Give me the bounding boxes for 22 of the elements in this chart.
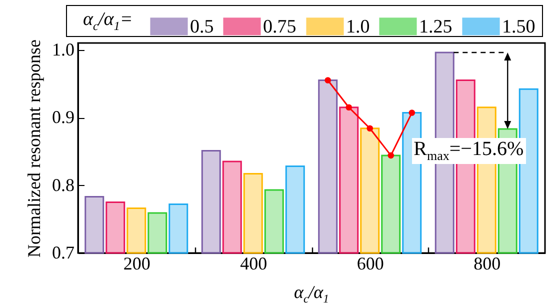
y-axis-title: Normalized resonant response — [24, 40, 44, 258]
legend-label: 1.50 — [502, 16, 536, 38]
y-tick-label: 0.8 — [52, 174, 74, 195]
y-tick-label: 0.9 — [52, 107, 74, 128]
annotation: R$_{max}$=−15.6% — [412, 138, 526, 164]
point — [408, 110, 416, 116]
legend-label: 0.75 — [263, 16, 296, 38]
x-tick-label: 400 — [240, 254, 268, 274]
point — [388, 152, 394, 159]
legend-label: 0.5 — [190, 16, 214, 38]
y-tick-label: 1.0 — [52, 39, 74, 60]
point — [324, 77, 332, 84]
point — [366, 125, 374, 132]
x-tick-label: 800 — [474, 254, 501, 274]
legend-title: α$_{c}$/α$_{1}$= — [83, 9, 133, 34]
legend-label: 1.0 — [346, 16, 370, 38]
x-tick-label: 600 — [356, 254, 384, 274]
y-tick-label: 0.7 — [52, 242, 74, 262]
point — [346, 104, 352, 111]
legend-label: 1.25 — [419, 16, 452, 38]
x-axis-title: α$_{c}$/α$_{1}$ — [294, 282, 329, 306]
x-tick-label: 200 — [123, 254, 150, 274]
